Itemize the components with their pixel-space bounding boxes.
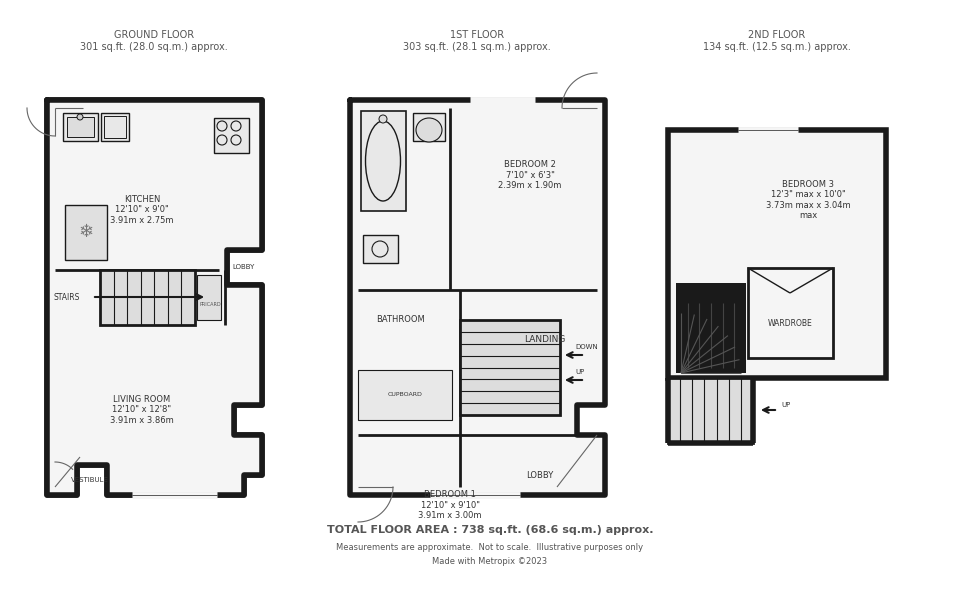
Bar <box>100 270 195 325</box>
Bar <box>460 320 560 415</box>
Circle shape <box>379 115 387 123</box>
Circle shape <box>77 114 83 120</box>
Text: LIVING ROOM
12'10" x 12'8"
3.91m x 3.86m: LIVING ROOM 12'10" x 12'8" 3.91m x 3.86m <box>110 395 173 425</box>
Text: STAIRS: STAIRS <box>54 293 80 302</box>
Text: 1ST FLOOR
303 sq.ft. (28.1 sq.m.) approx.: 1ST FLOOR 303 sq.ft. (28.1 sq.m.) approx… <box>403 30 551 52</box>
Polygon shape <box>47 100 262 495</box>
Bar <box>363 235 398 263</box>
Bar <box>197 275 221 320</box>
Text: LOBBY: LOBBY <box>526 470 554 479</box>
Text: LOBBY: LOBBY <box>233 264 255 270</box>
Text: ❄: ❄ <box>78 223 93 241</box>
Bar <box>361 111 406 211</box>
Bar <box>668 378 753 443</box>
Text: PRICARD: PRICARD <box>199 302 221 307</box>
Text: BEDROOM 3
12'3" max x 10'0"
3.73m max x 3.04m
max: BEDROOM 3 12'3" max x 10'0" 3.73m max x … <box>765 180 851 220</box>
Text: BATHROOM: BATHROOM <box>375 316 424 324</box>
Text: UP: UP <box>781 402 790 408</box>
Text: DOWN: DOWN <box>575 344 598 350</box>
Bar <box>101 113 129 141</box>
Text: BEDROOM 2
7'10" x 6'3"
2.39m x 1.90m: BEDROOM 2 7'10" x 6'3" 2.39m x 1.90m <box>498 160 562 190</box>
Bar <box>65 205 107 260</box>
Bar <box>104 116 126 138</box>
Polygon shape <box>47 100 262 495</box>
Text: TOTAL FLOOR AREA : 738 sq.ft. (68.6 sq.m.) approx.: TOTAL FLOOR AREA : 738 sq.ft. (68.6 sq.m… <box>326 525 654 535</box>
Bar <box>668 130 886 378</box>
Bar <box>100 270 195 325</box>
Text: 2ND FLOOR
134 sq.ft. (12.5 sq.m.) approx.: 2ND FLOOR 134 sq.ft. (12.5 sq.m.) approx… <box>703 30 851 52</box>
Text: UP: UP <box>575 369 584 375</box>
Text: LANDING: LANDING <box>524 336 565 344</box>
Text: Measurements are approximate.  Not to scale.  Illustrative purposes only: Measurements are approximate. Not to sca… <box>336 544 644 553</box>
Text: KITCHEN
12'10" x 9'0"
3.91m x 2.75m: KITCHEN 12'10" x 9'0" 3.91m x 2.75m <box>111 195 173 225</box>
Bar <box>748 268 833 358</box>
Text: CUPBOARD: CUPBOARD <box>387 393 422 398</box>
Bar <box>63 113 98 141</box>
Polygon shape <box>350 100 605 495</box>
Polygon shape <box>668 130 886 378</box>
Ellipse shape <box>416 118 442 142</box>
Bar <box>67 117 94 137</box>
Bar <box>668 378 753 443</box>
Text: BEDROOM 1
12'10" x 9'10"
3.91m x 3.00m: BEDROOM 1 12'10" x 9'10" 3.91m x 3.00m <box>418 490 482 520</box>
Bar <box>413 113 445 141</box>
Bar <box>358 370 452 420</box>
Text: Made with Metropix ©2023: Made with Metropix ©2023 <box>432 558 548 567</box>
Bar <box>676 283 746 373</box>
Text: WARDROBE: WARDROBE <box>767 319 812 327</box>
Bar <box>460 320 560 415</box>
Text: GROUND FLOOR
301 sq.ft. (28.0 sq.m.) approx.: GROUND FLOOR 301 sq.ft. (28.0 sq.m.) app… <box>80 30 228 52</box>
Text: VESTIBULE: VESTIBULE <box>72 477 109 483</box>
Bar <box>214 118 249 153</box>
